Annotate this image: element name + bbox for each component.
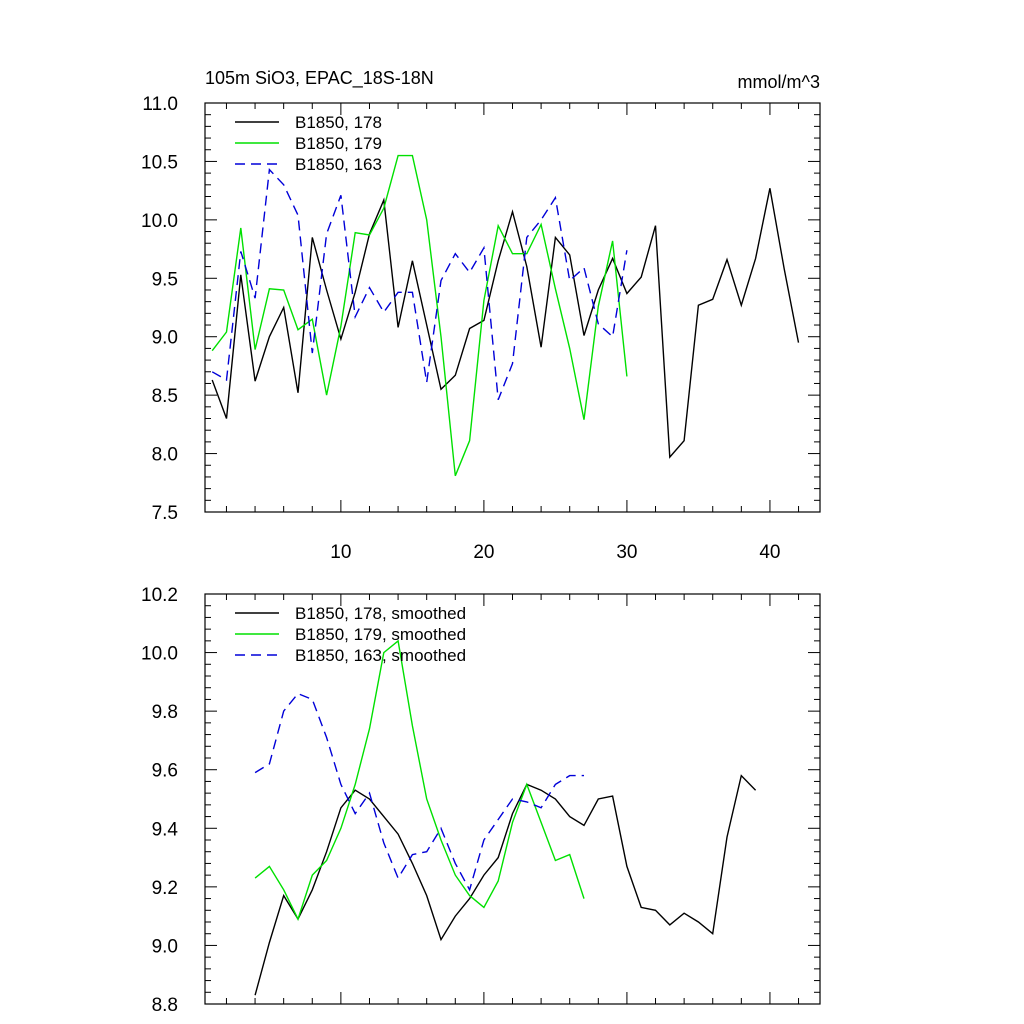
top-ytick-label: 9.5 xyxy=(152,269,178,290)
top-xtick-label: 20 xyxy=(473,542,494,563)
bottom-series-line-1 xyxy=(254,639,585,921)
bottom-ytick-label: 9.4 xyxy=(152,819,179,840)
top-ytick-label: 8.5 xyxy=(152,386,178,407)
bottom-series-line-2 xyxy=(254,692,584,892)
top-series-line-0 xyxy=(211,188,800,459)
top-legend: B1850, 178 B1850, 179 B1850, 163 xyxy=(235,113,382,174)
top-series-lines xyxy=(211,154,800,477)
bottom-ytick-label: 9.0 xyxy=(152,936,178,957)
bottom-ytick-label: 9.2 xyxy=(152,878,178,899)
bottom-legend: B1850, 178, smoothed B1850, 179, smoothed… xyxy=(235,604,466,665)
bottom-series-line-0 xyxy=(254,774,757,996)
top-xtick-label: 40 xyxy=(759,542,780,563)
top-legend-label-1: B1850, 179 xyxy=(295,134,382,153)
top-panel: 105m SiO3, EPAC_18S-18N mmol/m^3 10 20 30 4… xyxy=(141,68,821,563)
bottom-plot-frame xyxy=(204,593,821,1005)
bottom-legend-label-1: B1850, 179, smoothed xyxy=(295,625,466,644)
top-tick-labels: 10 20 30 40 7.5 8.0 8.5 9.0 9.5 10.0 10.5 11.0 xyxy=(141,94,780,563)
top-plot-frame xyxy=(204,102,821,513)
bottom-legend-label-2: B1850, 163, smoothed xyxy=(295,646,466,665)
top-axis-ticks xyxy=(205,102,820,513)
bottom-panel: 8.8 9.0 9.2 9.4 9.6 9.8 10.0 10.2 B1850, 178, s… xyxy=(141,585,821,1016)
top-ytick-label: 10.0 xyxy=(141,211,178,232)
bottom-series-lines xyxy=(254,639,757,996)
top-chart-title: 105m SiO3, EPAC_18S-18N xyxy=(205,68,434,89)
top-chart-units: mmol/m^3 xyxy=(738,72,820,92)
top-ytick-label: 11.0 xyxy=(142,94,178,115)
top-xtick-label: 10 xyxy=(330,542,351,563)
top-xtick-label: 30 xyxy=(616,542,637,563)
bottom-ytick-label: 9.8 xyxy=(152,702,178,723)
top-ytick-label: 9.0 xyxy=(152,328,178,349)
bottom-ytick-label: 10.2 xyxy=(141,585,178,606)
bottom-ytick-label: 10.0 xyxy=(141,644,178,665)
bottom-legend-label-0: B1850, 178, smoothed xyxy=(295,604,466,623)
top-ytick-label: 7.5 xyxy=(152,503,178,524)
top-ytick-label: 10.5 xyxy=(141,152,178,173)
top-series-line-1 xyxy=(211,154,628,477)
top-series-line-2 xyxy=(211,168,628,401)
bottom-tick-labels: 8.8 9.0 9.2 9.4 9.6 9.8 10.0 10.2 xyxy=(141,585,178,1016)
top-legend-label-2: B1850, 163 xyxy=(295,155,382,174)
bottom-ytick-label: 8.8 xyxy=(152,995,178,1016)
top-ytick-label: 8.0 xyxy=(152,445,178,466)
bottom-ytick-label: 9.6 xyxy=(152,761,178,782)
top-legend-label-0: B1850, 178 xyxy=(295,113,382,132)
